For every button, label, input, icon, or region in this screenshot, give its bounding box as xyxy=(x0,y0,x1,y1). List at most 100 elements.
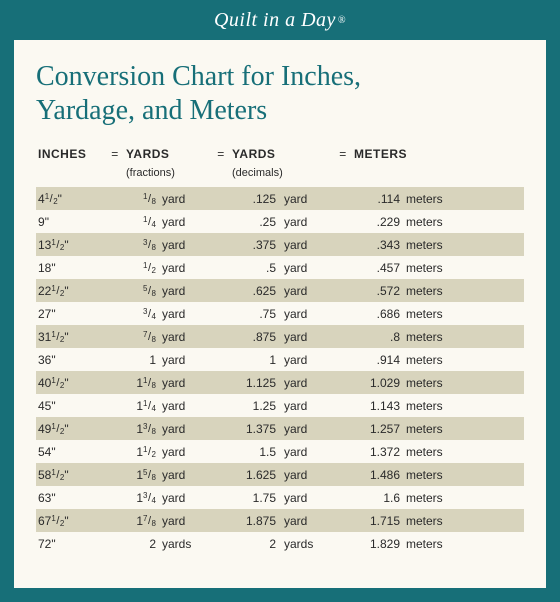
col-header-eq: = xyxy=(212,143,230,165)
cell-yards-dec-unit: yard xyxy=(282,440,334,463)
cell-meters: 1.6 xyxy=(352,486,404,509)
brand-bar: Quilt in a Day® xyxy=(0,0,560,40)
cell-meters-unit: meters xyxy=(404,371,524,394)
cell-inches: 63" xyxy=(36,486,106,509)
table-row: 54"11/2yard1.5yard1.372meters xyxy=(36,440,524,463)
cell-yards-frac-unit: yard xyxy=(160,187,212,210)
cell-eq xyxy=(334,371,352,394)
cell-inches: 491/2" xyxy=(36,417,106,440)
table-row: 311/2"7/8yard.875yard.8meters xyxy=(36,325,524,348)
cell-eq xyxy=(334,348,352,371)
cell-eq xyxy=(106,509,124,532)
cell-yards-dec: 1.75 xyxy=(230,486,282,509)
cell-eq xyxy=(106,348,124,371)
cell-eq xyxy=(106,440,124,463)
cell-eq xyxy=(334,440,352,463)
page-title: Conversion Chart for Inches, Yardage, an… xyxy=(36,60,524,127)
cell-yards-frac: 11/8 xyxy=(124,371,160,394)
cell-yards-frac-unit: yards xyxy=(160,532,212,555)
cell-inches: 9" xyxy=(36,210,106,233)
table-row: 72"2yards2yards1.829meters xyxy=(36,532,524,555)
cell-yards-frac-unit: yard xyxy=(160,302,212,325)
col-header-yards-dec: YARDS xyxy=(230,143,334,165)
cell-yards-dec-unit: yard xyxy=(282,394,334,417)
cell-eq xyxy=(212,486,230,509)
cell-meters: .914 xyxy=(352,348,404,371)
cell-yards-frac-unit: yard xyxy=(160,233,212,256)
cell-yards-frac: 2 xyxy=(124,532,160,555)
cell-eq xyxy=(106,302,124,325)
cell-meters-unit: meters xyxy=(404,279,524,302)
cell-yards-dec: .75 xyxy=(230,302,282,325)
cell-yards-frac-unit: yard xyxy=(160,325,212,348)
cell-yards-dec: 1.875 xyxy=(230,509,282,532)
cell-yards-frac-unit: yard xyxy=(160,394,212,417)
cell-eq xyxy=(334,233,352,256)
cell-yards-dec: .125 xyxy=(230,187,282,210)
cell-yards-frac-unit: yard xyxy=(160,440,212,463)
cell-yards-dec: .625 xyxy=(230,279,282,302)
card: Conversion Chart for Inches, Yardage, an… xyxy=(14,40,546,588)
title-line-2: Yardage, and Meters xyxy=(36,95,267,126)
cell-yards-frac: 11/2 xyxy=(124,440,160,463)
cell-yards-dec: .5 xyxy=(230,256,282,279)
cell-eq xyxy=(334,532,352,555)
cell-inches: 45" xyxy=(36,394,106,417)
cell-yards-dec-unit: yard xyxy=(282,417,334,440)
table-row: 9"1/4yard.25yard.229meters xyxy=(36,210,524,233)
cell-yards-frac-unit: yard xyxy=(160,509,212,532)
cell-meters-unit: meters xyxy=(404,348,524,371)
cell-yards-dec: 1.25 xyxy=(230,394,282,417)
table-body: (fractions) (decimals) 41/2"1/8yard.125y… xyxy=(36,165,524,555)
cell-eq xyxy=(334,509,352,532)
cell-yards-dec: .25 xyxy=(230,210,282,233)
chart-container: Quilt in a Day® Conversion Chart for Inc… xyxy=(0,0,560,602)
cell-meters-unit: meters xyxy=(404,302,524,325)
cell-yards-dec: .875 xyxy=(230,325,282,348)
registered-symbol: ® xyxy=(338,15,346,26)
table-row: 401/2"11/8yard1.125yard1.029meters xyxy=(36,371,524,394)
cell-eq xyxy=(106,256,124,279)
cell-meters: .572 xyxy=(352,279,404,302)
cell-inches: 581/2" xyxy=(36,463,106,486)
cell-eq xyxy=(106,233,124,256)
cell-yards-dec: 1.375 xyxy=(230,417,282,440)
col-header-eq: = xyxy=(334,143,352,165)
cell-eq xyxy=(212,233,230,256)
cell-yards-frac-unit: yard xyxy=(160,256,212,279)
cell-meters: 1.143 xyxy=(352,394,404,417)
cell-yards-frac-unit: yard xyxy=(160,463,212,486)
cell-eq xyxy=(212,325,230,348)
cell-eq xyxy=(212,532,230,555)
cell-yards-dec: 1.625 xyxy=(230,463,282,486)
cell-inches: 72" xyxy=(36,532,106,555)
col-header-yards-frac: YARDS xyxy=(124,143,212,165)
cell-eq xyxy=(106,417,124,440)
cell-eq xyxy=(106,486,124,509)
brand-name: Quilt in a Day xyxy=(214,9,336,32)
cell-eq xyxy=(334,256,352,279)
cell-yards-dec-unit: yard xyxy=(282,279,334,302)
cell-eq xyxy=(212,440,230,463)
cell-yards-dec-unit: yard xyxy=(282,210,334,233)
cell-eq xyxy=(334,279,352,302)
cell-yards-dec-unit: yards xyxy=(282,532,334,555)
cell-eq xyxy=(212,210,230,233)
cell-yards-dec-unit: yard xyxy=(282,233,334,256)
cell-eq xyxy=(334,187,352,210)
cell-yards-frac: 5/8 xyxy=(124,279,160,302)
cell-yards-frac: 1/4 xyxy=(124,210,160,233)
cell-meters: .8 xyxy=(352,325,404,348)
cell-eq xyxy=(212,187,230,210)
cell-meters: 1.715 xyxy=(352,509,404,532)
cell-meters: .229 xyxy=(352,210,404,233)
cell-eq xyxy=(212,279,230,302)
conversion-table: INCHES = YARDS = YARDS = METERS (fractio… xyxy=(36,143,524,555)
cell-meters: 1.372 xyxy=(352,440,404,463)
cell-yards-frac: 1/2 xyxy=(124,256,160,279)
cell-eq xyxy=(212,417,230,440)
cell-eq xyxy=(106,371,124,394)
cell-yards-frac: 1/8 xyxy=(124,187,160,210)
cell-meters-unit: meters xyxy=(404,440,524,463)
col-header-eq: = xyxy=(106,143,124,165)
